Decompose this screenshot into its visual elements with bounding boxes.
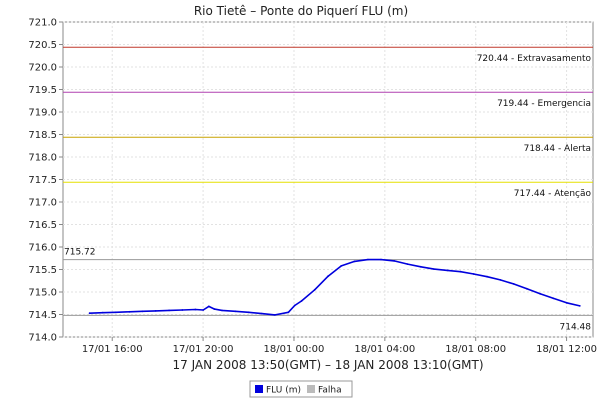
x-tick-label: 18/01 12:00 [536, 344, 597, 355]
x-tick-label: 17/01 16:00 [82, 344, 143, 355]
data-point [247, 311, 250, 314]
data-point [207, 305, 210, 308]
y-axis: 714.0 714.5 715.0 715.5 716.0 716.5 717.0 717.5… [28, 18, 63, 344]
y-tick-label: 714.5 [28, 310, 57, 321]
y-tick-label: 717.5 [28, 175, 57, 186]
data-point [578, 305, 581, 307]
data-point [168, 309, 171, 312]
data-point [128, 310, 131, 313]
x-tick-label: 18/01 00:00 [264, 344, 325, 355]
data-point [526, 287, 528, 290]
data-point [154, 310, 157, 312]
x-axis-label: 17 JAN 2008 13:50(GMT) – 18 JAN 2008 13:… [172, 358, 483, 372]
reference-lines: 720.44 - Extravasamento 719.44 - Emergenc… [63, 46, 593, 332]
data-point [552, 297, 555, 300]
data-point [115, 311, 117, 314]
data-point [499, 279, 502, 281]
y-tick-label: 714.0 [28, 333, 57, 344]
y-tick-label: 716.5 [28, 220, 57, 231]
data-point [446, 269, 449, 272]
y-tick-label: 720.5 [28, 40, 57, 51]
data-point [181, 309, 184, 311]
data-point [327, 275, 329, 278]
data-point [459, 270, 462, 273]
data-point [472, 273, 475, 275]
y-tick-label: 718.0 [28, 153, 57, 164]
y-tick-label: 715.0 [28, 288, 57, 299]
data-point [260, 312, 263, 315]
data-point [539, 292, 541, 295]
data-point [512, 283, 515, 285]
y-tick-label: 721.0 [28, 18, 57, 29]
data-point [313, 288, 316, 291]
data-point [353, 260, 356, 263]
x-axis: 17/01 16:00 17/01 20:00 18/01 00:00 18/01 0… [82, 337, 597, 355]
legend-entry-label: Falha [318, 386, 342, 396]
series-layer [88, 258, 581, 316]
y-tick-label: 716.0 [28, 243, 57, 254]
data-point [293, 304, 296, 307]
y-tick-label: 715.5 [28, 265, 57, 276]
reference-line-label: 720.44 - Extravasamento [477, 54, 592, 64]
data-point [486, 275, 488, 278]
data-point [101, 311, 104, 314]
data-point [213, 308, 216, 310]
y-tick-label: 719.0 [28, 108, 57, 119]
data-point [274, 314, 276, 316]
reference-line-label: 719.44 - Emergencia [497, 99, 591, 109]
max-line-label: 715.72 [64, 248, 96, 258]
x-tick-label: 18/01 08:00 [445, 344, 506, 355]
data-point [234, 310, 237, 313]
legend-swatch [255, 385, 263, 393]
y-tick-label: 720.0 [28, 63, 57, 74]
reference-line-label: 718.44 - Alerta [524, 144, 591, 154]
data-point [433, 268, 435, 270]
legend: FLU (m) Falha [249, 380, 353, 398]
data-point [340, 265, 343, 267]
x-tick-label: 18/01 04:00 [354, 344, 415, 355]
y-tick-label: 718.5 [28, 130, 57, 141]
chart-title: Rio Tietê – Ponte do Piquerí FLU (m) [194, 4, 408, 18]
data-point [88, 312, 91, 315]
data-point [367, 258, 369, 261]
grid [63, 21, 593, 338]
data-point [300, 300, 303, 302]
legend-entry-label: FLU (m) [266, 386, 301, 396]
data-point [287, 311, 290, 314]
min-line-label: 714.48 [560, 322, 592, 332]
data-point [393, 260, 396, 262]
y-tick-label: 717.0 [28, 198, 57, 209]
legend-swatch [307, 385, 315, 393]
data-point [202, 309, 205, 311]
data-point [194, 308, 197, 311]
data-point [406, 263, 409, 265]
data-point [565, 301, 568, 304]
data-point [380, 258, 382, 261]
data-point [221, 309, 223, 312]
data-point [419, 265, 422, 268]
data-point [141, 310, 144, 313]
legend-box [249, 380, 353, 398]
x-tick-label: 17/01 20:00 [173, 344, 234, 355]
y-tick-label: 719.5 [28, 85, 57, 96]
reference-line-label: 717.44 - Atenção [514, 189, 592, 199]
